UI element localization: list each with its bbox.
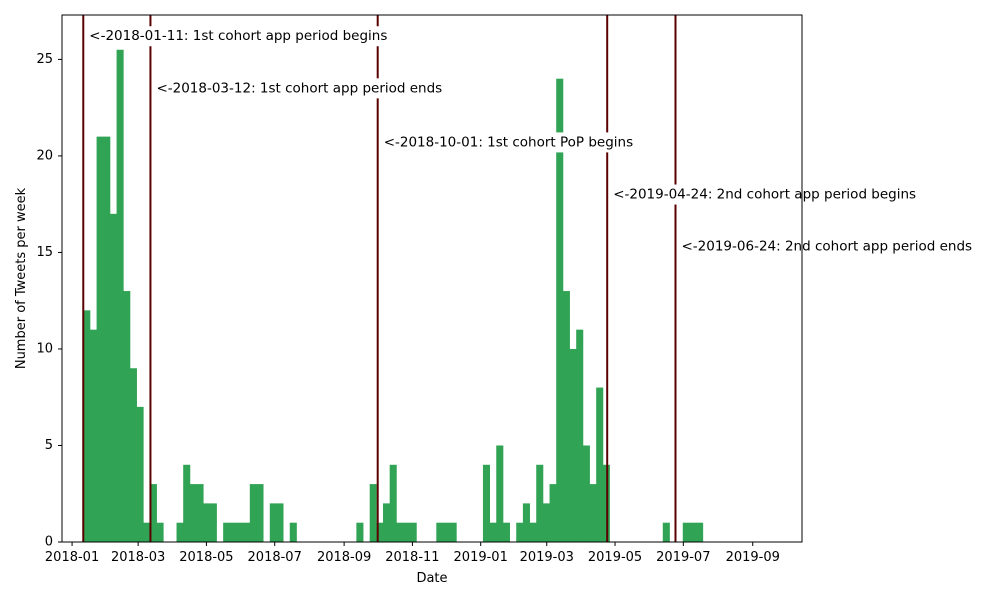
x-tick-label: 2019-01 [454,550,508,565]
annotation-background [381,132,636,153]
histogram-bar [536,464,544,542]
histogram-bar [223,522,231,542]
y-tick-label: 25 [36,52,53,67]
x-tick-label: 2019-03 [520,550,574,565]
y-axis-label: Number of Tweets per week [14,187,29,369]
histogram-bar [256,484,264,542]
plot-frame [61,14,803,543]
annotation-label: <-2018-01-11: 1st cohort app period begi… [89,28,387,44]
annotation-label: <-2018-03-12: 1st cohort app period ends [156,80,442,96]
histogram-bar [582,445,590,542]
histogram-bar [403,522,411,542]
bars-group [83,49,704,542]
histogram-bar [149,484,157,542]
x-axis-ticks: 2018-01 2018-03 2018-05 2018-07 2018-09 2018-… [45,542,780,565]
histogram-bar [409,522,417,542]
histogram-bar [562,291,570,542]
histogram-bar [516,522,524,542]
x-tick-label: 2018-01 [45,550,99,565]
histogram-bar [109,213,117,542]
histogram-bar [556,78,564,542]
annotations-group: <-2018-01-11: 1st cohort app period begi… [87,26,975,257]
histogram-bar [83,310,91,542]
histogram-bar [542,503,550,542]
histogram-bar [549,484,557,542]
histogram-bar [229,522,237,542]
histogram-bar [396,522,404,542]
annotation-label: <-2019-06-24: 2nd cohort app period ends [681,239,972,255]
histogram-bar [569,348,577,542]
histogram-bar [196,484,204,542]
x-tick-label: 2019-09 [726,550,780,565]
histogram-bar [589,484,597,542]
y-tick-label: 5 [45,438,53,453]
y-tick-label: 20 [36,148,53,163]
y-tick-label: 0 [45,535,53,550]
histogram-bar [209,503,217,542]
annotation-background [87,26,390,47]
x-tick-label: 2018-09 [317,550,371,565]
histogram-bar [123,291,131,542]
y-axis-ticks: 0 5 10 15 20 25 [36,52,62,550]
histogram-bar [436,522,444,542]
histogram-bar [596,387,604,542]
annotation-label: <-2019-04-24: 2nd cohort app period begi… [613,187,916,203]
x-tick-label: 2018-03 [111,550,165,565]
histogram-bar [249,484,257,542]
histogram-bar [689,522,697,542]
histogram-bar [442,522,451,542]
histogram-bar [156,522,164,542]
x-tick-label: 2018-07 [248,550,302,565]
y-tick-label: 10 [36,341,53,356]
histogram-bar [269,503,277,542]
histogram-bar [662,522,670,542]
histogram-bar [682,522,690,542]
x-tick-label: 2019-05 [588,550,642,565]
histogram-bar [376,522,384,542]
histogram-bar [449,522,457,542]
histogram-bar [143,522,151,542]
histogram-bar [183,464,191,542]
histogram-bar [203,503,211,542]
histogram-bar [176,522,184,542]
histogram-bar [383,503,391,542]
histogram-bar [276,503,284,542]
x-tick-label: 2018-11 [385,550,439,565]
annotation-background [679,236,975,257]
x-tick-label: 2018-05 [179,550,233,565]
histogram-bar [502,522,510,542]
histogram-bar [496,445,504,542]
histogram-bar [129,368,137,542]
histogram-bar [236,522,244,542]
histogram-bar [529,522,537,542]
histogram-bar [116,49,124,542]
histogram-bar [96,136,104,542]
histogram-bar [576,329,584,542]
histogram-bar [489,522,497,542]
annotation-background [611,184,919,205]
annotation-background [154,78,445,99]
histogram-bar [356,522,364,542]
x-tick-label: 2019-07 [656,550,710,565]
annotation-label: <-2018-10-01: 1st cohort PoP begins [384,134,633,150]
histogram-bar [103,136,111,542]
histogram-bar [369,484,377,542]
histogram-bar [243,522,251,542]
x-axis-label: Date [416,571,447,586]
histogram-bar [189,484,197,542]
histogram-bar [136,406,144,542]
histogram-bar [696,522,704,542]
histogram-bar [482,464,490,542]
y-tick-label: 15 [36,245,53,260]
histogram-bar [89,329,97,542]
histogram-bar [389,464,397,542]
histogram-bar [522,503,530,542]
vlines-group [82,15,677,542]
histogram-bar [289,522,297,542]
